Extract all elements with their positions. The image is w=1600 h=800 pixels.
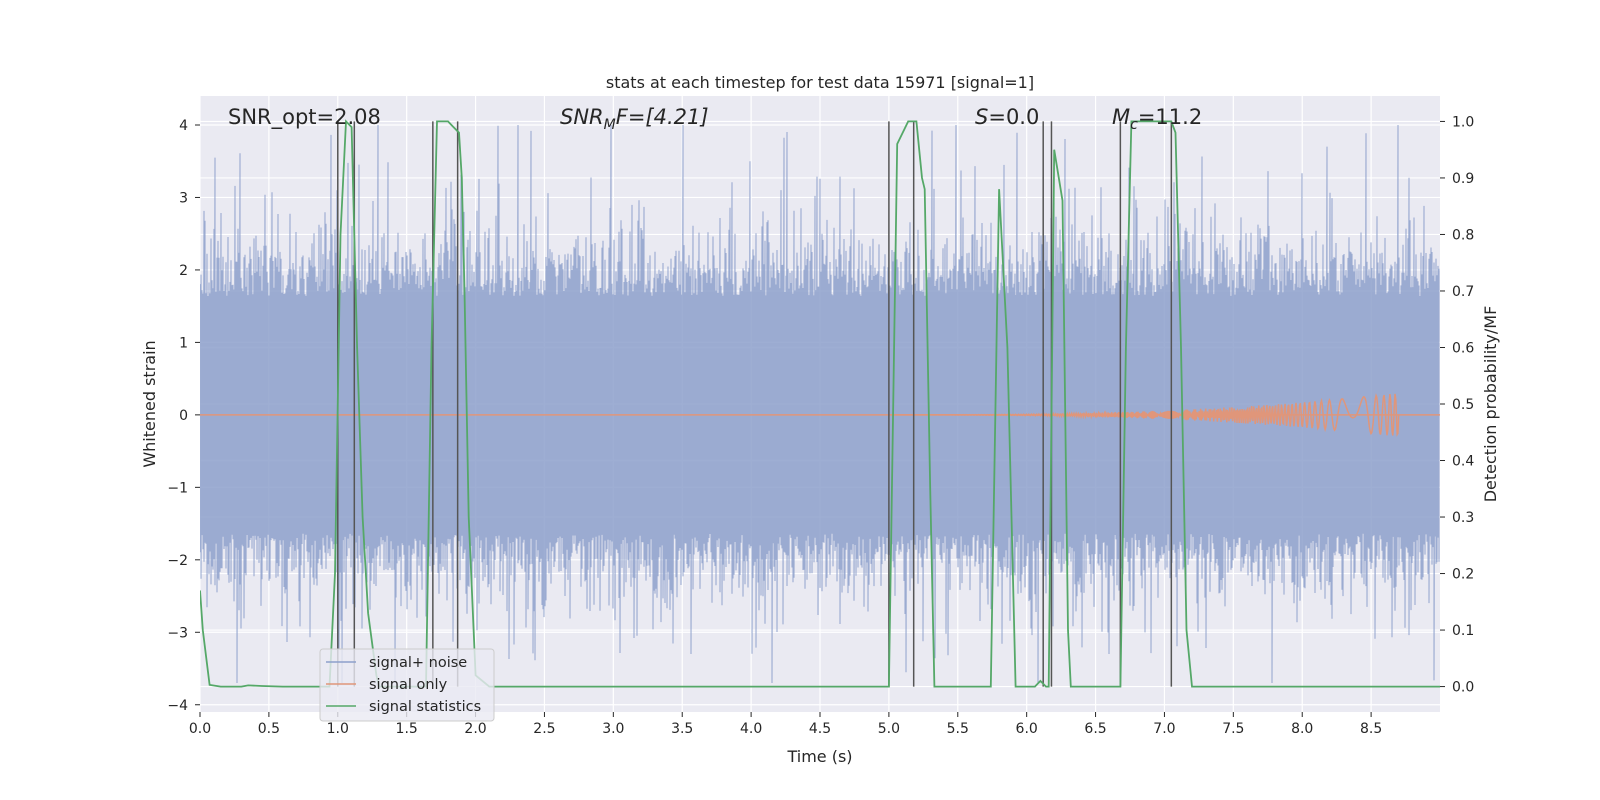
y2-tick-label: 1.0 [1452,114,1474,130]
x-tick-label: 2.5 [533,721,555,737]
x-tick-label: 0.5 [258,721,280,737]
legend-box [319,648,495,722]
y2-tick-label: 0.3 [1452,510,1474,526]
x-tick-label: 5.0 [878,721,900,737]
signal-only-series [200,393,1440,437]
noise-trace [200,124,1440,684]
y2-tick-label: 0.0 [1452,680,1474,696]
legend-label-stats: signal statistics [369,699,481,715]
x-tick-label: 3.0 [602,721,624,737]
y2-tick-label: 0.8 [1452,227,1474,243]
annotation-s: S=0.0 [975,105,1039,129]
annotation-mc-sub: c [1130,117,1138,133]
y2-tick-label: 0.9 [1452,171,1474,187]
y-tick-label: −2 [167,553,188,569]
x-tick-label: 4.0 [740,721,762,737]
y-tick-label: −3 [167,625,188,641]
signal-statistics-series [200,119,1440,688]
annotation-s-base: S [975,105,988,129]
y2-axis-label: Detection probability/MF [1481,306,1500,503]
legend-label-signal: signal only [369,677,448,693]
x-axis-label: Time (s) [786,747,852,766]
annotation-snr-mf-sub: M [604,117,616,133]
annotation-snr-mf: SNRMF=[4.21] [560,105,709,133]
x-tick-label: 8.5 [1360,721,1382,737]
x-tick-label: 1.0 [327,721,349,737]
x-tick-label: 3.5 [671,721,693,737]
x-tick-label: 6.0 [1016,721,1038,737]
y-tick-label: 2 [179,263,188,279]
x-axis-ticks: 0.0 0.5 1.0 1.5 2.0 2.5 3.0 3.5 4.0 4.5 5.0 5.5 6.0 6… [189,712,1382,737]
signal-chirp [888,393,1400,437]
y2-tick-label: 0.6 [1452,340,1474,356]
annotation-mc: Mc=11.2 [1112,105,1202,133]
annotation-s-rest: =0.0 [988,105,1039,129]
annotation-snr-mf-rest: F=[4.21] [616,105,709,129]
x-tick-label: 4.5 [809,721,831,737]
y2-axis-ticks: 0.0 0.1 0.2 0.3 0.4 0.5 0.6 0.7 0.8 0.9 1.0 [1440,114,1474,696]
y-tick-label: 3 [179,190,188,206]
y-axis-ticks: 4 3 2 1 0 −1 −2 −3 −4 [167,118,200,714]
legend: signal+ noise signal only signal statist… [319,648,495,722]
x-tick-label: 7.5 [1222,721,1244,737]
y2-tick-label: 0.2 [1452,567,1474,583]
y-tick-label: −4 [167,698,188,714]
annotation-snr-mf-base: SNR [560,105,604,129]
x-tick-label: 0.0 [189,721,211,737]
x-tick-label: 8.0 [1291,721,1313,737]
y2-tick-label: 0.4 [1452,454,1474,470]
signal-noise-series [200,124,1440,684]
y-tick-label: 0 [179,408,188,424]
x-tick-label: 6.5 [1084,721,1106,737]
x-tick-label: 7.0 [1153,721,1175,737]
y2-tick-label: 0.5 [1452,397,1474,413]
y-tick-label: −1 [167,480,188,496]
x-tick-label: 1.5 [396,721,418,737]
y-axis-label: Whitened strain [140,340,159,467]
annotation-snr-opt: SNR_opt=2.08 [228,105,381,130]
signal-statistics-line [200,119,1440,688]
legend-label-noise: signal+ noise [369,655,467,671]
x-tick-label: 2.0 [464,721,486,737]
x-tick-label: 5.5 [947,721,969,737]
y-tick-label: 4 [179,118,188,134]
annotation-mc-rest: =11.2 [1138,105,1202,129]
y2-tick-label: 0.1 [1452,623,1474,639]
annotation-mc-base: M [1112,105,1130,129]
y2-tick-label: 0.7 [1452,284,1474,300]
chart-title: stats at each timestep for test data 159… [606,73,1034,92]
y-tick-label: 1 [179,335,188,351]
